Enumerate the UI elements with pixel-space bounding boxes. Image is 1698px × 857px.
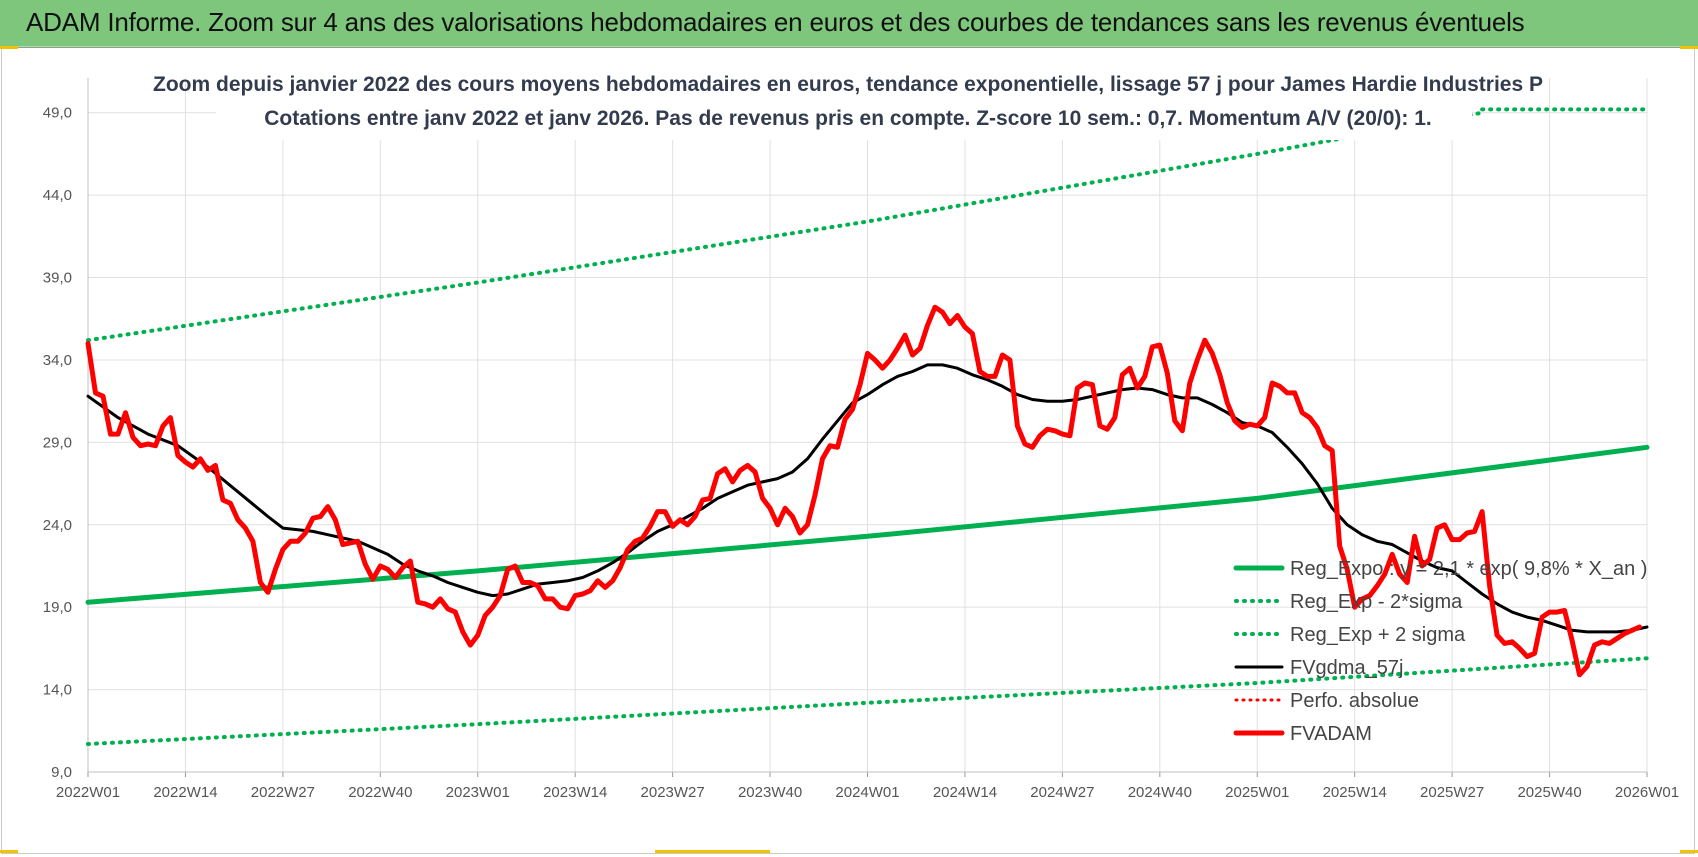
report-header: ADAM Informe. Zoom sur 4 ans des valoris… [0, 0, 1698, 48]
corner-mark-left [0, 46, 18, 49]
title-background [216, 72, 1472, 140]
series-line-fvadam [85, 304, 1642, 678]
series-line-reg-expo-y-2-1-exp-9-8-x-an [85, 444, 1650, 605]
tick-labels: 9,0 14,0 19,0 24,0 29,0 34,0 39,0 44,0 49,0 2022W… [43, 105, 1679, 801]
report-title: ADAM Informe. Zoom sur 4 ans des valoris… [26, 7, 1525, 37]
corner-mark-bottom-left [0, 850, 18, 853]
x-tick-label: 2025W14 [1323, 784, 1387, 801]
corner-mark-bottom-right [1680, 850, 1698, 853]
chart-frame [1, 46, 1695, 854]
x-tick-label: 2026W01 [1615, 784, 1679, 801]
legend-label: Reg_Exp - 2*sigma [1290, 591, 1463, 613]
y-tick-label: 49,0 [43, 105, 72, 122]
y-tick-label: 24,0 [43, 517, 72, 534]
legend-label: Perfo. absolue [1290, 690, 1419, 712]
legend-label: Reg_Expo : y = 2,1 * exp( 9,8% * X_an ) [1290, 558, 1647, 580]
x-tick-label: 2025W01 [1225, 784, 1289, 801]
y-tick-label: 14,0 [43, 682, 72, 699]
chart-title: Zoom depuis janvier 2022 des cours moyen… [153, 73, 1543, 96]
x-tick-label: 2024W14 [933, 784, 997, 801]
x-tick-label: 2025W27 [1420, 784, 1484, 801]
legend-label: FVgdma_57j [1290, 657, 1403, 679]
x-tick-label: 2024W27 [1030, 784, 1094, 801]
x-tick-label: 2022W01 [56, 784, 120, 801]
x-tick-label: 2024W01 [835, 784, 899, 801]
x-tick-label: 2022W14 [153, 784, 217, 801]
x-tick-label: 2022W40 [348, 784, 412, 801]
x-tick-label: 2025W40 [1517, 784, 1581, 801]
y-tick-label: 34,0 [43, 352, 72, 369]
y-tick-label: 29,0 [43, 434, 72, 451]
y-tick-label: 44,0 [43, 187, 72, 204]
series-line-fvgdma-57j [86, 363, 1649, 634]
corner-mark-bottom-center [655, 850, 770, 853]
legend-label: FVADAM [1290, 723, 1372, 745]
x-tick-label: 2024W40 [1128, 784, 1192, 801]
legend-label: Reg_Exp + 2 sigma [1290, 624, 1466, 646]
y-tick-label: 19,0 [43, 599, 72, 616]
legend: Reg_Expo : y = 2,1 * exp( 9,8% * X_an ) R… [1233, 558, 1647, 745]
corner-mark-right [1680, 46, 1698, 49]
x-tick-label: 2023W01 [446, 784, 510, 801]
y-tick-label: 9,0 [51, 764, 72, 781]
x-tick-label: 2023W14 [543, 784, 607, 801]
x-tick-label: 2022W27 [251, 784, 315, 801]
series-group [85, 107, 1650, 746]
x-tick-label: 2023W40 [738, 784, 802, 801]
series-line-reg-exp-2-sigma [86, 107, 1649, 343]
x-tick-label: 2023W27 [641, 784, 705, 801]
chart-subtitle: Cotations entre janv 2022 et janv 2026. … [264, 107, 1432, 130]
y-tick-label: 39,0 [43, 270, 72, 287]
